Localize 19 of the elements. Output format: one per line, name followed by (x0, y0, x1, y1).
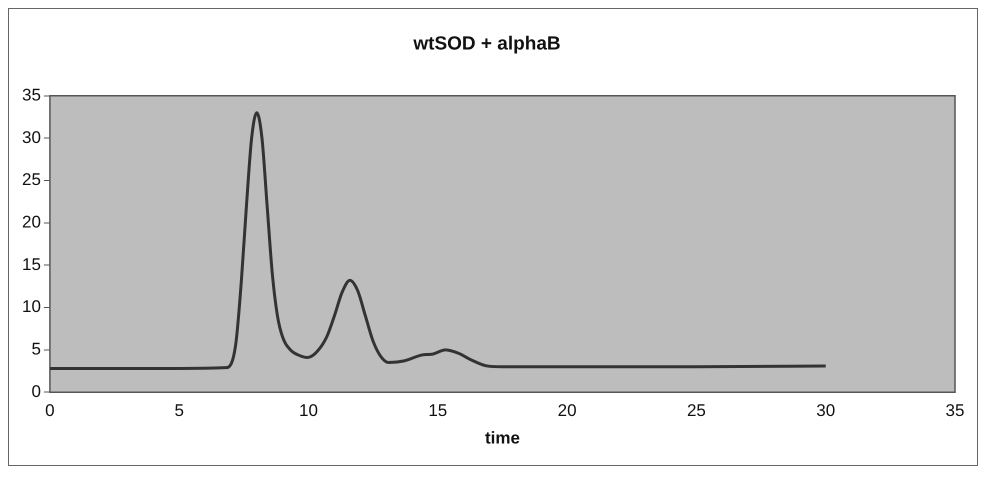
y-tick-label: 10 (22, 297, 41, 316)
y-tick-label: 35 (22, 85, 41, 104)
y-tick-label: 30 (22, 128, 41, 147)
x-tick-label: 30 (816, 401, 836, 420)
y-tick-label: 0 (31, 382, 41, 401)
y-tick-label: 5 (31, 340, 41, 359)
chart-title: wtSOD + alphaB (412, 34, 561, 55)
y-tick-label: 15 (22, 254, 41, 274)
x-tick-label: 25 (686, 401, 706, 420)
y-tick-label: 25 (22, 170, 41, 190)
x-tick-label: 20 (558, 401, 577, 420)
x-axis-title: time (484, 428, 520, 448)
x-tick-label: 15 (428, 401, 448, 420)
x-tick-label: 5 (174, 401, 184, 420)
x-tick-label: 35 (946, 401, 964, 420)
line-series (50, 111, 828, 370)
y-tick-label: 20 (22, 212, 41, 232)
x-tick-label: 10 (299, 401, 318, 420)
x-tick-label: 0 (45, 401, 55, 420)
